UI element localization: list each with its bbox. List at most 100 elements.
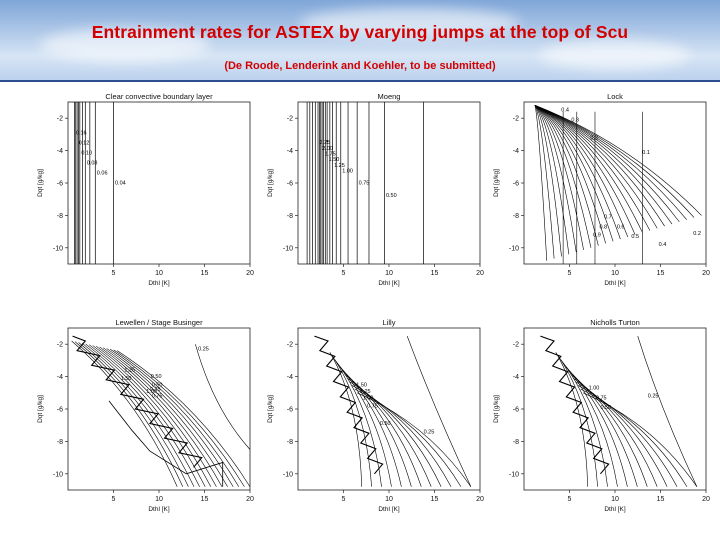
contour-group	[306, 102, 424, 264]
contour-label: 1.00	[589, 386, 600, 392]
x-tick-label: 5	[568, 270, 572, 277]
contour-group	[534, 104, 702, 264]
x-tick-label: 5	[342, 496, 346, 503]
contour-line	[347, 377, 432, 487]
contour-label: 0.25	[648, 394, 659, 400]
contour-label: 2.25	[320, 140, 331, 146]
contour-line	[329, 352, 362, 487]
contour-label: 1.25	[360, 389, 371, 395]
contour-label: 0.9	[593, 232, 601, 238]
contour-line	[534, 104, 702, 216]
contour-line	[534, 105, 577, 253]
contour-line	[534, 104, 629, 238]
y-tick-label: -10	[53, 471, 63, 478]
y-tick-label: -6	[287, 181, 293, 188]
contour-label: 0.16	[76, 130, 87, 136]
contour-line	[74, 341, 184, 487]
contour-line	[583, 392, 698, 487]
contour-line	[354, 388, 462, 487]
contour-line	[106, 348, 234, 487]
contour-label: 0.50	[386, 193, 397, 199]
x-tick-label: 10	[385, 270, 393, 277]
contour-line	[560, 359, 608, 487]
contour-line	[357, 392, 472, 487]
contour-line	[72, 335, 203, 468]
contour-line	[540, 335, 610, 475]
x-tick-label: 10	[155, 270, 163, 277]
x-axis-label: Dthl [K]	[148, 506, 170, 513]
chart-svg: Nicholls Turton 5 10 15 20 -2 -4 -6 -8 -10 Dthl [K…	[493, 318, 710, 513]
y-tick-label: -8	[287, 439, 293, 446]
contour-label: 0.75	[152, 394, 163, 400]
contour-line	[195, 344, 250, 450]
x-axis-label: Dthl [K]	[378, 506, 400, 513]
y-axis-label: Dqt [g/kg]	[493, 395, 500, 423]
x-tick-label: 15	[657, 270, 665, 277]
contour-line	[109, 348, 240, 487]
contour-line	[406, 335, 472, 487]
contour-line	[580, 388, 688, 487]
y-tick-label: -2	[57, 116, 63, 123]
contour-group	[71, 335, 250, 487]
chart-title: Lewellen / Stage Businger	[115, 318, 203, 327]
chart-lewellen-stage-businger: Lewellen / Stage Businger 5 10 15 20 -2 -4 -6 -8…	[30, 318, 260, 533]
contour-line	[534, 105, 570, 255]
y-tick-label: -10	[53, 245, 63, 252]
contour-line	[637, 336, 698, 487]
contour-line	[534, 105, 555, 259]
y-tick-label: -8	[287, 213, 293, 220]
x-tick-label: 10	[611, 496, 619, 503]
x-tick-label: 15	[431, 270, 439, 277]
y-tick-label: -6	[513, 181, 519, 188]
y-axis-label: Dqt [g/kg]	[37, 169, 44, 197]
y-tick-label: -4	[287, 374, 293, 381]
contour-line	[108, 400, 224, 487]
contour-line	[71, 340, 178, 487]
y-tick-label: -4	[513, 148, 519, 155]
y-tick-label: -2	[513, 116, 519, 123]
x-tick-label: 5	[112, 270, 116, 277]
x-axis-label: Dthl [K]	[378, 280, 400, 287]
y-tick-label: -2	[287, 116, 293, 123]
x-axis-label: Dthl [K]	[604, 506, 626, 513]
y-tick-label: -4	[57, 374, 63, 381]
contour-line	[534, 104, 658, 229]
contour-line	[568, 370, 638, 487]
contour-label: 1.25	[334, 163, 345, 169]
y-tick-label: -2	[287, 342, 293, 349]
x-tick-label: 20	[476, 270, 484, 277]
contour-label: 0.75	[150, 387, 161, 393]
x-tick-label: 20	[702, 496, 710, 503]
contour-label: 0.75	[596, 395, 607, 401]
y-tick-label: -2	[513, 342, 519, 349]
contour-label: 0.7	[604, 215, 612, 221]
contour-line	[344, 374, 422, 487]
chart-moeng: Moeng 5 10 15 20 -2 -4 -6 -8 -10 Dthl [K] Dqt [g/kg…	[260, 92, 490, 307]
contour-line	[534, 105, 548, 261]
y-tick-label: -10	[509, 245, 519, 252]
y-tick-label: -6	[287, 407, 293, 414]
contour-line	[339, 366, 402, 487]
contour-line	[95, 345, 217, 487]
contour-group	[74, 102, 114, 264]
y-tick-label: -6	[57, 181, 63, 188]
chart-title: Lilly	[383, 318, 396, 327]
x-tick-label: 10	[385, 496, 393, 503]
contour-label: 0.1	[642, 150, 650, 156]
contour-line	[78, 342, 189, 487]
chart-svg: Lilly 5 10 15 20 -2 -4 -6 -8 -10 Dthl [K] Dqt [g/kg…	[267, 318, 484, 513]
contour-line	[116, 350, 250, 487]
y-tick-label: -4	[57, 148, 63, 155]
y-tick-label: -10	[509, 471, 519, 478]
contour-label: 0.50	[152, 382, 163, 388]
contour-line	[534, 105, 562, 257]
cloud-decoration	[540, 40, 690, 70]
contour-line	[534, 104, 643, 233]
page-title: Entrainment rates for ASTEX by varying j…	[91, 22, 629, 42]
contour-line	[534, 104, 592, 248]
contour-label: 0.50	[600, 405, 611, 411]
contour-line	[573, 377, 658, 487]
contour-label: 0.04	[115, 181, 126, 187]
contour-line	[534, 104, 606, 244]
contour-label: 0.50	[151, 374, 162, 380]
